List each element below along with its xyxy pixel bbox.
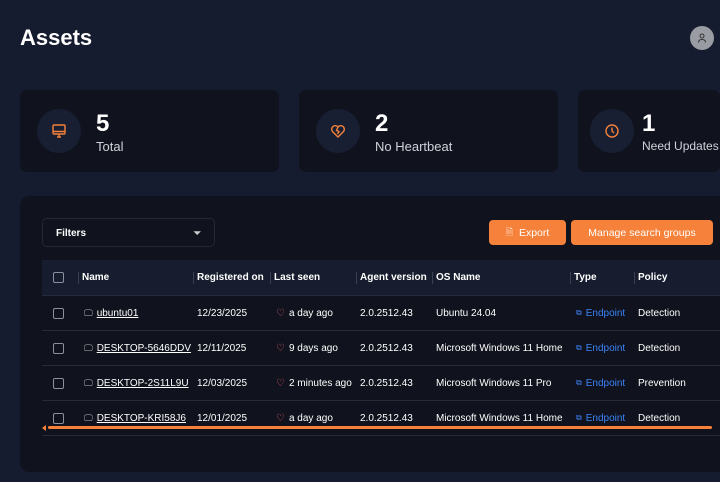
network-icon: ⧉ <box>576 343 582 352</box>
type-link[interactable]: Endpoint <box>585 342 626 354</box>
os-name: Microsoft Windows 11 Pro <box>436 377 552 389</box>
table-row[interactable]: 🖵 DESKTOP-KRI58J6 12/01/2025 ♡ a day ago 2… <box>42 401 720 436</box>
agent-version: 2.0.2512.43 <box>360 377 413 389</box>
export-button[interactable]: 🗎 Export <box>489 220 566 245</box>
row-checkbox[interactable] <box>53 307 64 319</box>
last-seen: a day ago <box>288 307 333 319</box>
col-os-name[interactable]: OS Name <box>432 260 480 295</box>
broken-heart-icon <box>316 109 360 153</box>
heartbeat-icon: ♡ <box>276 307 285 319</box>
agent-version: 2.0.2512.43 <box>360 342 413 354</box>
network-icon: ⧉ <box>576 413 582 422</box>
stat-label: No Heartbeat <box>375 139 453 154</box>
manage-search-groups-button[interactable]: Manage search groups <box>571 220 713 245</box>
asset-name-link[interactable]: ubuntu01 <box>96 307 139 319</box>
stat-card-no-heartbeat[interactable]: 2 No Heartbeat <box>299 90 558 172</box>
stat-label: Total <box>96 139 124 154</box>
scroll-left-arrow[interactable] <box>42 425 46 431</box>
registered-on: 12/03/2025 <box>197 377 248 389</box>
page-title: Assets <box>20 25 93 50</box>
last-seen: 2 minutes ago <box>288 377 352 389</box>
policy: Prevention <box>638 377 686 389</box>
monitor-icon <box>37 109 81 153</box>
policy: Detection <box>638 342 681 354</box>
asset-name-link[interactable]: DESKTOP-5646DDV <box>96 342 191 354</box>
last-seen: a day ago <box>288 412 333 424</box>
stat-value: 5 <box>96 110 110 137</box>
col-name[interactable]: Name <box>78 260 109 295</box>
type-link[interactable]: Endpoint <box>585 307 626 319</box>
col-last-seen[interactable]: Last seen <box>270 260 320 295</box>
stat-label: Need Updates <box>642 139 719 153</box>
stat-card-need-updates[interactable]: 1 Need Updates <box>578 90 720 172</box>
horizontal-scrollbar[interactable] <box>48 426 712 429</box>
last-seen: 9 days ago <box>288 342 338 354</box>
table-row[interactable]: 🖵 ubuntu01 12/23/2025 ♡ a day ago 2.0.2512… <box>42 296 720 331</box>
filters-label: Filters <box>56 228 87 239</box>
select-all-checkbox[interactable] <box>53 272 64 283</box>
filter-icon: ⏷ <box>193 228 201 238</box>
col-agent-version[interactable]: Agent version <box>356 260 427 295</box>
agent-version: 2.0.2512.43 <box>360 307 413 319</box>
assets-table: Name Registered on Last seen Agent versi… <box>42 260 720 436</box>
type-link[interactable]: Endpoint <box>585 412 626 424</box>
clock-icon <box>590 109 634 153</box>
row-checkbox[interactable] <box>53 342 64 354</box>
table-row[interactable]: 🖵 DESKTOP-2S11L9U 12/03/2025 ♡ 2 minutes a… <box>42 366 720 401</box>
network-icon: ⧉ <box>576 308 582 317</box>
asset-name-link[interactable]: DESKTOP-2S11L9U <box>96 377 189 389</box>
user-avatar[interactable] <box>690 26 714 50</box>
col-type[interactable]: Type <box>570 260 597 295</box>
network-icon: ⧉ <box>576 378 582 387</box>
stat-value: 1 <box>642 110 656 137</box>
computer-icon: 🖵 <box>84 377 93 388</box>
export-label: Export <box>518 226 550 239</box>
assets-panel: Filters ⏷ 🗎 Export Manage search groups … <box>20 196 720 472</box>
col-policy[interactable]: Policy <box>634 260 667 295</box>
computer-icon: 🖵 <box>84 307 93 318</box>
table-row[interactable]: 🖵 DESKTOP-5646DDV 12/11/2025 ♡ 9 days ago … <box>42 331 720 366</box>
stat-value: 2 <box>375 110 389 137</box>
policy: Detection <box>638 307 681 319</box>
user-icon <box>698 33 706 43</box>
col-registered[interactable]: Registered on <box>193 260 264 295</box>
heartbeat-icon: ♡ <box>276 342 285 354</box>
registered-on: 12/11/2025 <box>197 342 247 354</box>
registered-on: 12/23/2025 <box>197 307 248 319</box>
os-name: Ubuntu 24.04 <box>436 307 497 319</box>
computer-icon: 🖵 <box>84 412 93 423</box>
table-header: Name Registered on Last seen Agent versi… <box>42 260 720 296</box>
computer-icon: 🖵 <box>84 342 93 353</box>
policy: Detection <box>638 412 681 424</box>
heartbeat-icon: ♡ <box>276 412 285 424</box>
os-name: Microsoft Windows 11 Home <box>436 412 563 424</box>
os-name: Microsoft Windows 11 Home <box>436 342 563 354</box>
row-checkbox[interactable] <box>53 412 64 424</box>
asset-name-link[interactable]: DESKTOP-KRI58J6 <box>96 412 186 424</box>
row-checkbox[interactable] <box>53 377 64 389</box>
registered-on: 12/01/2025 <box>197 412 248 424</box>
agent-version: 2.0.2512.43 <box>360 412 413 424</box>
type-link[interactable]: Endpoint <box>585 377 626 389</box>
heartbeat-icon: ♡ <box>276 377 285 389</box>
filters-dropdown[interactable]: Filters ⏷ <box>42 218 215 247</box>
stat-card-total[interactable]: 5 Total <box>20 90 279 172</box>
file-icon: 🗎 <box>505 226 513 237</box>
